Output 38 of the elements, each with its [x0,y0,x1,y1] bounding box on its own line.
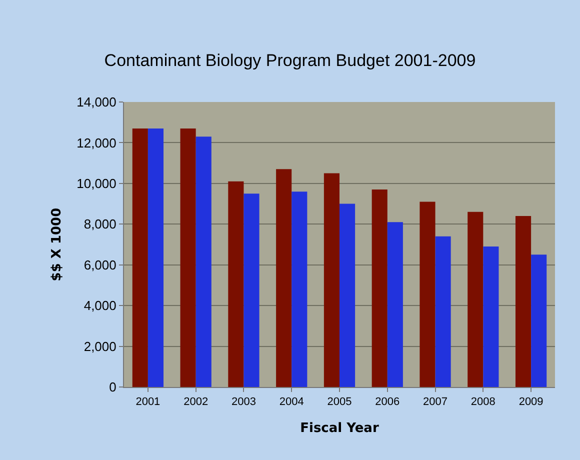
bar [276,169,292,387]
bar [228,181,244,387]
y-tick-label: 0 [109,380,116,395]
y-tick-label: 14,000 [76,94,116,110]
bar [420,202,436,387]
bar [483,246,499,387]
bar [468,212,484,387]
bar [148,128,164,387]
bar [531,254,547,387]
chart-title: Contaminant Biology Program Budget 2001-2009 [104,50,476,70]
x-tick-label: 2008 [470,396,496,408]
x-tick-label: 2006 [375,396,400,408]
bar [515,216,532,387]
x-axis-title: Fiscal Year [300,420,380,436]
y-tick-label: 12,000 [76,135,116,150]
y-tick-label: 6,000 [84,257,116,272]
bar [435,236,451,387]
bar [372,190,388,387]
x-tick-label: 2007 [423,396,448,408]
x-tick-label: 2005 [327,396,352,408]
x-tick-label: 2004 [279,396,304,408]
x-tick-label: 2001 [136,396,160,408]
bar [387,222,403,387]
bar [340,204,356,387]
y-tick-label: 8,000 [84,216,116,232]
y-tick-label: 4,000 [84,298,116,314]
bar [292,192,308,387]
bar [132,128,148,387]
bar [196,136,212,387]
bar [324,173,340,387]
y-axis-title: $$ X 1000 [50,208,65,282]
y-tick-label: 2,000 [84,338,116,354]
x-tick-label: 2002 [184,396,208,408]
bar [180,128,196,387]
x-tick-label: 2009 [518,396,544,408]
y-tick-label: 10,000 [76,176,116,191]
x-tick-label: 2003 [231,396,256,408]
bar [244,194,260,387]
